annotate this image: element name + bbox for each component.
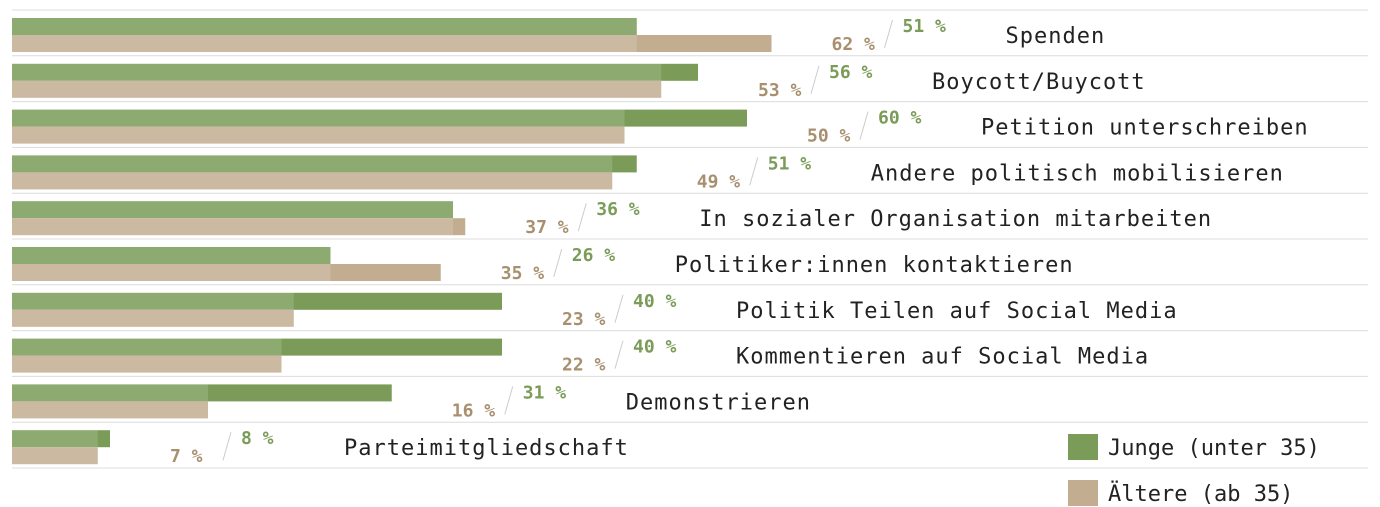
value-label: 16 % bbox=[452, 400, 496, 421]
category-label: Petition unterschreiben bbox=[981, 116, 1309, 141]
bar bbox=[12, 109, 747, 127]
value-label: 62 % bbox=[832, 34, 876, 55]
category-label: Parteimitgliedschaft bbox=[344, 436, 629, 461]
value-label: 40 % bbox=[633, 291, 677, 312]
value-label: 60 % bbox=[878, 108, 922, 129]
value-label: 8 % bbox=[241, 428, 274, 449]
bar bbox=[12, 247, 331, 264]
divider bbox=[859, 111, 869, 140]
value-label: 56 % bbox=[829, 62, 873, 83]
category-label: Kommentieren auf Social Media bbox=[736, 345, 1149, 370]
bar bbox=[12, 355, 282, 373]
value-label: 22 % bbox=[562, 355, 606, 376]
divider bbox=[810, 65, 820, 94]
value-label: 50 % bbox=[807, 126, 851, 147]
value-label: 51 % bbox=[903, 16, 947, 37]
overlap-tint bbox=[12, 63, 662, 98]
legend-swatch bbox=[1068, 480, 1098, 506]
overlap-tint bbox=[12, 338, 282, 373]
bar bbox=[12, 35, 772, 52]
divider bbox=[553, 248, 563, 278]
value-label: 49 % bbox=[697, 171, 741, 192]
bar bbox=[12, 80, 662, 98]
bar bbox=[12, 447, 98, 465]
bar bbox=[12, 201, 453, 219]
divider bbox=[614, 294, 624, 323]
overlap-tint bbox=[12, 155, 613, 190]
divider bbox=[504, 386, 514, 415]
overlap-tint bbox=[12, 109, 625, 144]
bar bbox=[12, 384, 392, 402]
category-label: Boycott/Buycott bbox=[932, 70, 1146, 95]
bar bbox=[12, 218, 466, 236]
overlap-tint bbox=[12, 292, 294, 327]
category-label: In sozialer Organisation mitarbeiten bbox=[699, 207, 1212, 232]
legend-label: Ältere (ab 35) bbox=[1108, 481, 1293, 507]
divider bbox=[614, 340, 624, 369]
overlap-tint bbox=[12, 384, 208, 419]
value-label: 40 % bbox=[633, 337, 677, 358]
bar bbox=[12, 63, 698, 81]
bar bbox=[12, 126, 625, 144]
bar bbox=[12, 338, 502, 356]
bar bbox=[12, 401, 208, 419]
legend-swatch bbox=[1068, 434, 1098, 460]
category-label: Spenden bbox=[1006, 24, 1106, 49]
bar bbox=[12, 172, 613, 190]
bar bbox=[12, 292, 502, 310]
value-label: 53 % bbox=[758, 80, 802, 101]
divider bbox=[577, 203, 587, 232]
value-label: 35 % bbox=[501, 263, 545, 284]
legend-label: Junge (unter 35) bbox=[1108, 436, 1320, 461]
overlap-tint bbox=[12, 18, 637, 52]
overlap-tint bbox=[12, 430, 98, 465]
value-label: 26 % bbox=[572, 245, 616, 266]
overlap-tint bbox=[12, 201, 453, 236]
category-label: Andere politisch mobilisieren bbox=[871, 161, 1284, 186]
bar bbox=[12, 155, 637, 173]
value-label: 7 % bbox=[170, 446, 203, 467]
overlap-tint bbox=[12, 247, 331, 281]
divider bbox=[222, 432, 232, 461]
value-label: 36 % bbox=[596, 199, 640, 220]
category-label: Politik Teilen auf Social Media bbox=[736, 299, 1178, 324]
category-label: Politiker:innen kontaktieren bbox=[675, 253, 1074, 278]
divider bbox=[884, 19, 893, 49]
value-label: 51 % bbox=[768, 153, 812, 174]
bar bbox=[12, 430, 110, 448]
bar bbox=[12, 309, 294, 327]
divider bbox=[749, 157, 759, 186]
bar bbox=[12, 264, 441, 281]
value-label: 31 % bbox=[523, 382, 567, 403]
value-label: 37 % bbox=[525, 217, 569, 238]
category-label: Demonstrieren bbox=[626, 390, 811, 415]
bar bbox=[12, 18, 637, 35]
value-label: 23 % bbox=[562, 309, 606, 330]
